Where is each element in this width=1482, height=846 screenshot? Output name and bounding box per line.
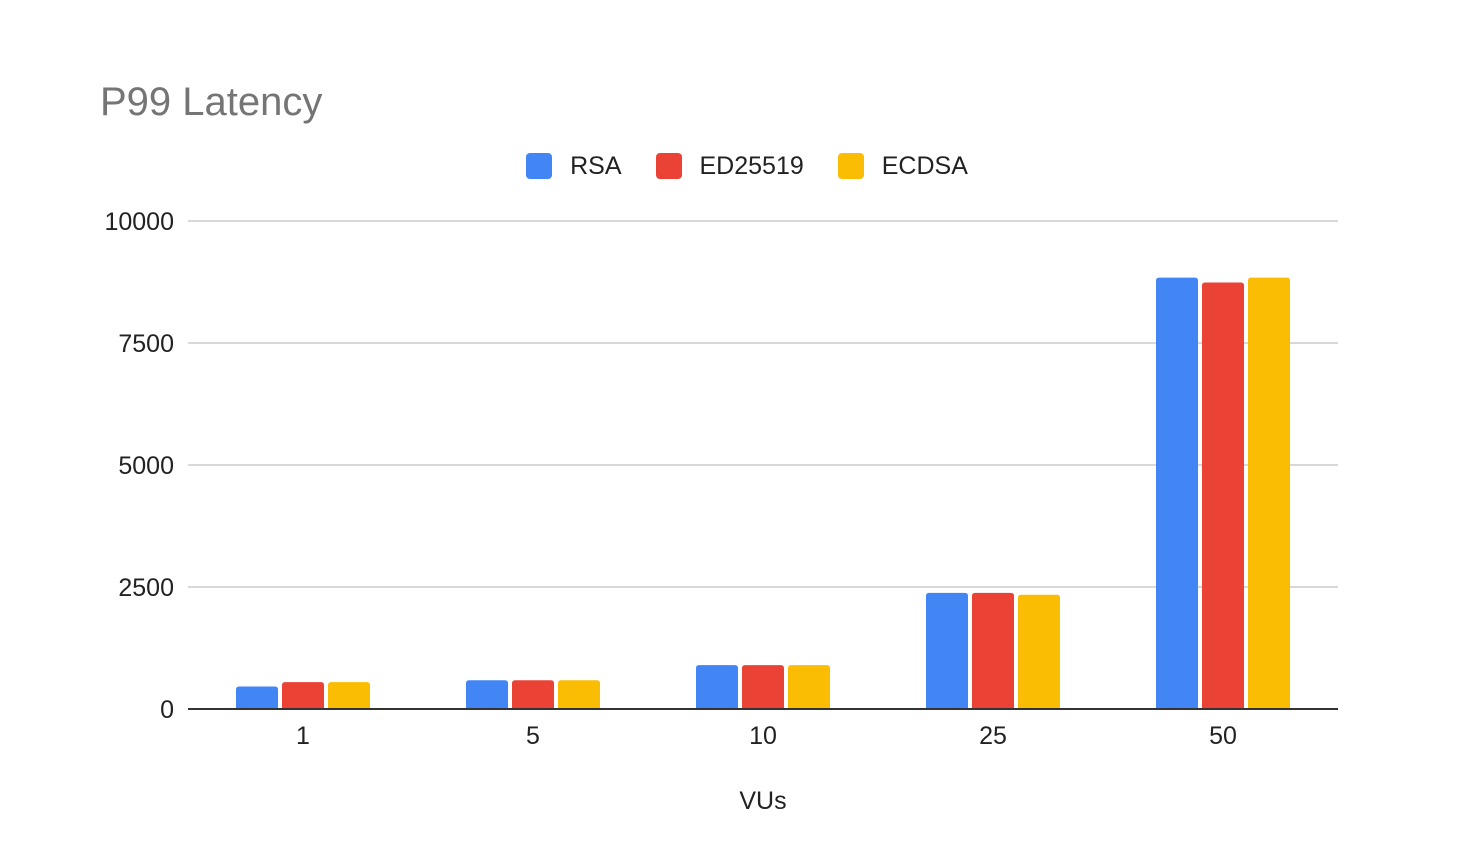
x-tick-label: 1 bbox=[296, 722, 310, 750]
bar-ecdsa-25[interactable] bbox=[1018, 594, 1060, 709]
y-tick-label: 10000 bbox=[104, 208, 174, 236]
y-tick-label: 7500 bbox=[118, 330, 174, 358]
y-tick-label: 5000 bbox=[118, 452, 174, 480]
y-tick-label: 0 bbox=[160, 696, 174, 724]
x-tick-label: 10 bbox=[749, 722, 777, 750]
legend-item-ecdsa[interactable]: ECDSA bbox=[837, 151, 968, 181]
bar-ecdsa-10[interactable] bbox=[788, 665, 830, 709]
legend-swatch-rsa bbox=[526, 153, 553, 179]
bar-ed25519-50[interactable] bbox=[1202, 282, 1244, 709]
bar-rsa-1[interactable] bbox=[236, 686, 278, 709]
legend-label-ed25519: ED25519 bbox=[699, 151, 804, 180]
legend-item-ed25519[interactable]: ED25519 bbox=[655, 151, 804, 181]
y-tick-label: 2500 bbox=[118, 574, 174, 602]
x-tick-label: 25 bbox=[979, 722, 1007, 750]
bar-ed25519-10[interactable] bbox=[742, 665, 784, 709]
bar-ecdsa-1[interactable] bbox=[328, 682, 370, 709]
legend: RSA ED25519 ECDSA bbox=[0, 148, 1482, 184]
x-axis-ticks: 1 5 10 25 50 bbox=[296, 722, 1237, 750]
bar-ed25519-1[interactable] bbox=[282, 682, 324, 709]
legend-label-ecdsa: ECDSA bbox=[881, 151, 968, 180]
legend-item-rsa[interactable]: RSA bbox=[526, 151, 622, 181]
bar-ed25519-25[interactable] bbox=[972, 592, 1014, 709]
legend-swatch-ed25519 bbox=[655, 153, 682, 179]
bar-ecdsa-5[interactable] bbox=[558, 680, 600, 709]
x-tick-label: 50 bbox=[1209, 722, 1237, 750]
bar-ecdsa-50[interactable] bbox=[1248, 277, 1290, 709]
gridlines bbox=[188, 220, 1338, 588]
bar-rsa-10[interactable] bbox=[696, 665, 738, 709]
bar-ed25519-5[interactable] bbox=[512, 680, 554, 709]
bar-rsa-50[interactable] bbox=[1156, 277, 1198, 709]
bars bbox=[236, 277, 1290, 709]
x-tick-label: 5 bbox=[526, 722, 540, 750]
bar-rsa-25[interactable] bbox=[926, 592, 968, 709]
legend-label-rsa: RSA bbox=[570, 151, 622, 180]
y-axis-ticks: 0 2500 5000 7500 10000 bbox=[104, 208, 174, 724]
bar-rsa-5[interactable] bbox=[466, 680, 508, 709]
legend-swatch-ecdsa bbox=[837, 153, 864, 179]
chart-title: P99 Latency bbox=[100, 80, 323, 124]
x-axis-title: VUs bbox=[739, 787, 786, 815]
